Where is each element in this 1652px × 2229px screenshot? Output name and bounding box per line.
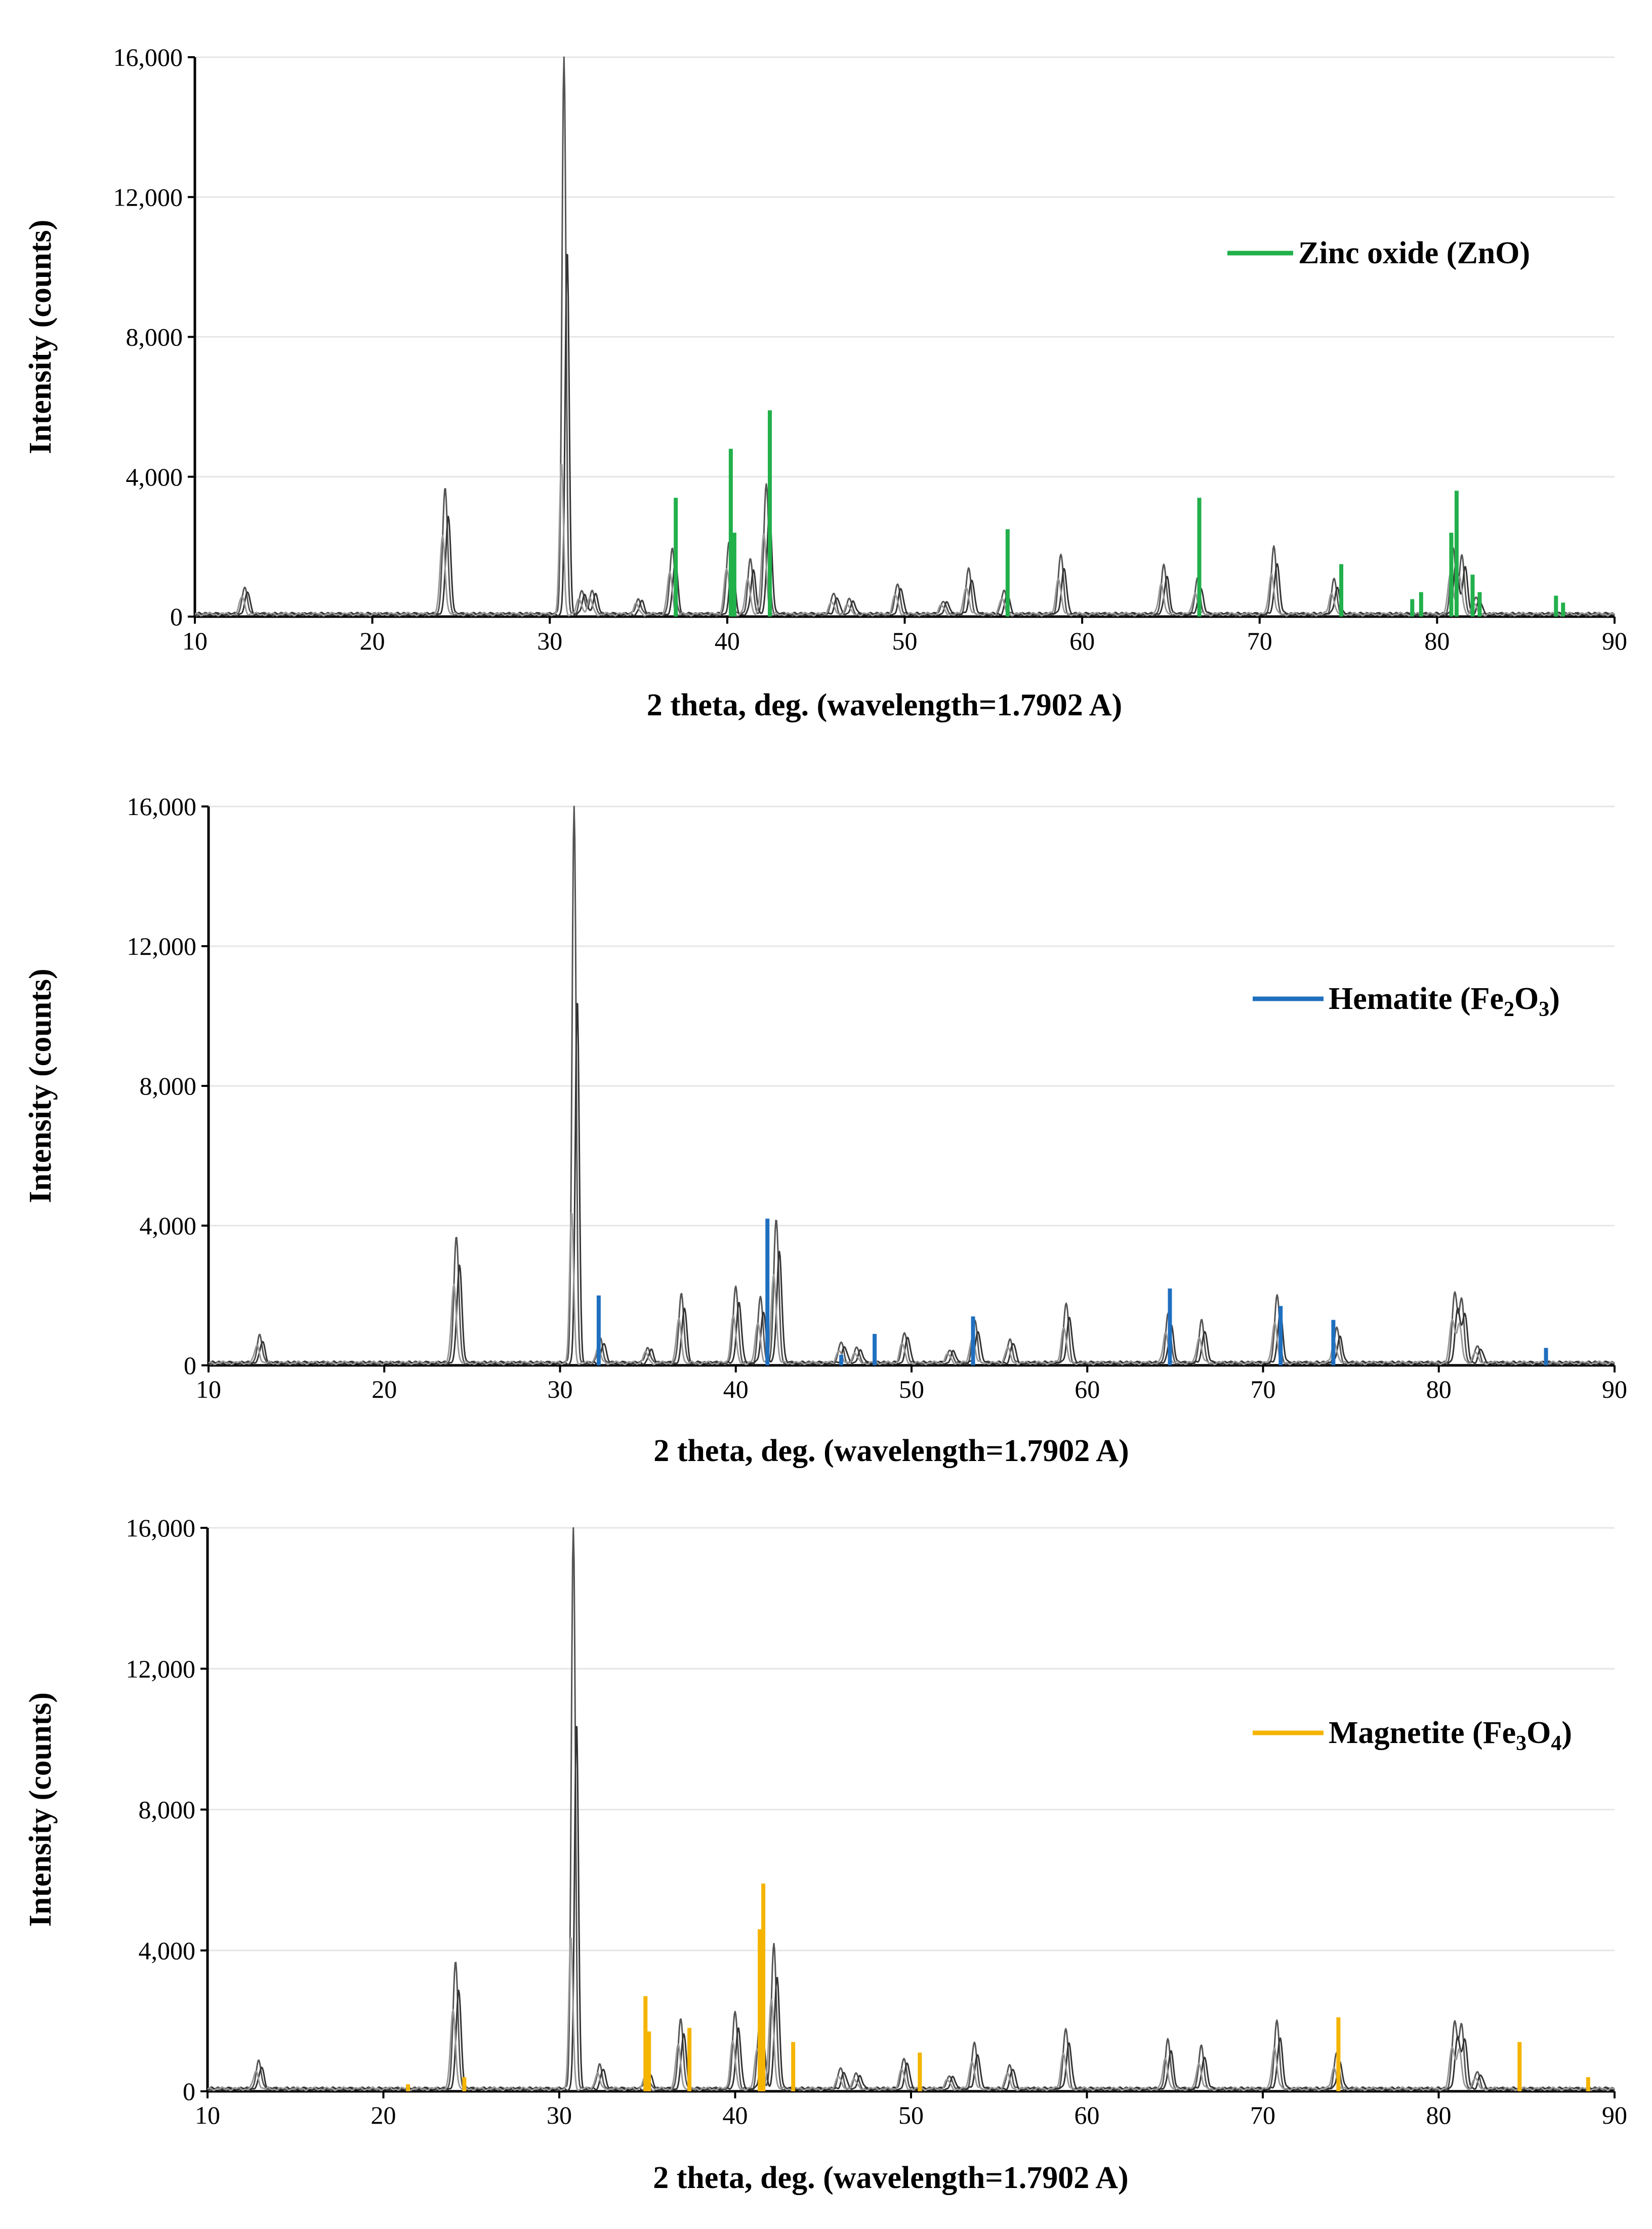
legend-label: Hematite (Fe2O3) bbox=[1329, 982, 1560, 1021]
measured-pattern-trace bbox=[208, 1212, 1615, 1366]
xrd-panel-zinc-oxide: 0 4,000 8,000 12,000 16,000 10 20 30 40 50 60 70 80 9… bbox=[0, 0, 1652, 747]
x-tick-label: 30 bbox=[537, 627, 562, 655]
y-tick-label: 16,000 bbox=[113, 43, 183, 71]
y-tick-label: 8,000 bbox=[126, 323, 183, 351]
x-tick-label: 20 bbox=[371, 2101, 396, 2129]
x-tick-label: 10 bbox=[182, 627, 208, 655]
y-tick-label: 4,000 bbox=[126, 463, 183, 491]
x-axis-title: 2 theta, deg. (wavelength=1.7902 A) bbox=[647, 688, 1122, 722]
y-tick-label: 12,000 bbox=[126, 1654, 196, 1683]
x-tick-label: 20 bbox=[360, 627, 385, 655]
x-tick-label: 60 bbox=[1075, 2101, 1100, 2129]
y-tick-label: 12,000 bbox=[127, 932, 197, 960]
y-tick-label: 16,000 bbox=[127, 792, 197, 821]
x-axis-title: 2 theta, deg. (wavelength=1.7902 A) bbox=[653, 1434, 1129, 1468]
xrd-panel-magnetite: 0 4,000 8,000 12,000 16,000 10 20 30 40 50 60 70 80 9… bbox=[0, 1486, 1652, 2229]
x-tick-label: 20 bbox=[371, 1375, 397, 1403]
y-tick-label: 0 bbox=[184, 1351, 196, 1380]
y-tick-label: 8,000 bbox=[140, 1072, 197, 1100]
measured-pattern-trace bbox=[208, 1002, 1615, 1366]
y-tick-label: 8,000 bbox=[139, 1796, 196, 1824]
x-tick-label: 70 bbox=[1247, 627, 1272, 655]
measured-pattern-trace bbox=[207, 1726, 1615, 2092]
measured-pattern-trace bbox=[194, 463, 1615, 617]
x-tick-label: 80 bbox=[1426, 2101, 1452, 2129]
x-tick-label: 90 bbox=[1602, 627, 1627, 655]
x-tick-label: 30 bbox=[547, 2101, 572, 2129]
x-tick-label: 60 bbox=[1069, 627, 1095, 655]
y-tick-label: 12,000 bbox=[113, 183, 183, 211]
legend-label: Magnetite (Fe3O4) bbox=[1329, 1716, 1572, 1755]
x-tick-label: 40 bbox=[715, 627, 740, 655]
x-tick-label: 70 bbox=[1251, 1375, 1276, 1403]
y-tick-label: 4,000 bbox=[140, 1211, 197, 1240]
legend-label: Zinc oxide (ZnO) bbox=[1298, 236, 1530, 270]
y-tick-label: 0 bbox=[170, 602, 183, 631]
y-tick-label: 16,000 bbox=[126, 1514, 196, 1542]
x-tick-label: 10 bbox=[195, 2101, 220, 2129]
chart-zinc-oxide: 0 4,000 8,000 12,000 16,000 10 20 30 40 50 60 70 80 9… bbox=[23, 43, 1627, 722]
x-tick-label: 30 bbox=[548, 1375, 573, 1403]
y-axis-title: Intensity (counts) bbox=[23, 220, 58, 454]
x-tick-label: 90 bbox=[1602, 1375, 1627, 1403]
x-tick-label: 60 bbox=[1075, 1375, 1100, 1403]
y-tick-label: 0 bbox=[183, 2077, 195, 2105]
chart-magnetite: 0 4,000 8,000 12,000 16,000 10 20 30 40 50 60 70 80 9… bbox=[23, 1514, 1627, 2195]
measured-pattern-trace bbox=[194, 254, 1615, 617]
x-tick-label: 80 bbox=[1424, 627, 1450, 655]
y-axis-title: Intensity (counts) bbox=[23, 1692, 58, 1927]
x-tick-label: 80 bbox=[1426, 1375, 1452, 1403]
xrd-panel-hematite: 0 4,000 8,000 12,000 16,000 10 20 30 40 50 60 70 80 9… bbox=[0, 747, 1652, 1486]
x-tick-label: 50 bbox=[898, 2101, 924, 2129]
x-tick-label: 50 bbox=[892, 627, 918, 655]
y-tick-label: 4,000 bbox=[139, 1936, 196, 1965]
x-tick-label: 70 bbox=[1250, 2101, 1275, 2129]
x-tick-label: 40 bbox=[723, 1375, 749, 1403]
x-tick-label: 90 bbox=[1602, 2101, 1627, 2129]
x-tick-label: 50 bbox=[899, 1375, 924, 1403]
x-tick-label: 40 bbox=[723, 2101, 748, 2129]
chart-hematite: 0 4,000 8,000 12,000 16,000 10 20 30 40 50 60 70 80 9… bbox=[23, 792, 1627, 1468]
x-tick-label: 10 bbox=[196, 1375, 221, 1403]
x-axis-title: 2 theta, deg. (wavelength=1.7902 A) bbox=[653, 2161, 1128, 2195]
measured-pattern-trace bbox=[207, 1937, 1615, 2092]
y-axis-title: Intensity (counts) bbox=[23, 968, 58, 1203]
